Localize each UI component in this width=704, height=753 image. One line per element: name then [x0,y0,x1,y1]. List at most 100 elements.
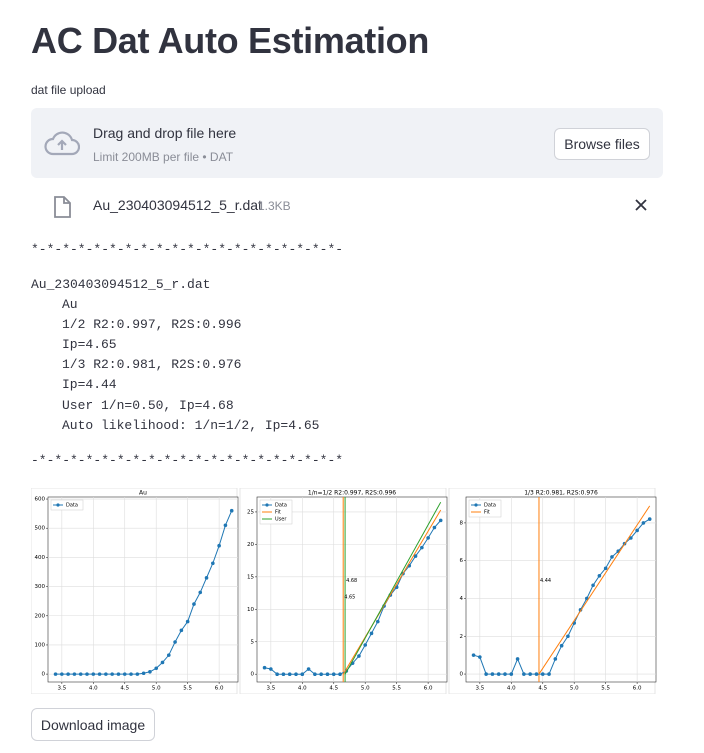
data-point [490,672,495,676]
data-point [375,619,380,624]
data-point [413,554,418,558]
data-point [534,672,539,676]
data-point [116,672,121,676]
data-point [369,631,374,636]
output-line: Ip=4.44 [62,377,117,393]
x-tick-label: 4.0 [89,686,98,692]
data-point [325,672,330,677]
x-tick-label: 4.5 [120,686,129,692]
data-point [110,672,114,676]
file-name: Au_230403094512_5_r.dat [93,197,262,213]
data-point [154,666,159,671]
x-tick-label: 4.0 [507,686,516,692]
data-point [509,672,514,676]
legend-marker [474,503,478,507]
result-image: Au3.5 4.0 4.5 5.0 5.5 6.00100200300400500600D… [31,488,657,694]
x-tick-label: 5.5 [392,686,401,692]
x-tick-label: 4.5 [329,686,338,692]
data-point [471,653,476,657]
y-tick-label: 400 [35,555,46,561]
remove-file-button[interactable] [634,198,648,212]
data-point [72,672,77,676]
file-icon [54,196,71,218]
legend-marker [265,503,269,507]
data-point [217,543,221,548]
data-point [204,576,209,580]
data-point [559,643,564,648]
y-tick-label: 500 [35,526,46,532]
browse-button[interactable]: Browse files [554,128,650,160]
cloud-icon [44,131,80,156]
upload-limit: Limit 200MB per file • DAT [93,150,234,164]
data-point [319,672,323,677]
data-point [438,518,443,523]
upload-dropzone[interactable]: Drag and drop file here Limit 200MB per … [31,108,663,178]
data-point [420,545,424,550]
data-point [85,672,89,676]
separator: *-*-*-*-*-*-*-*-*-*-*-*-*-*-*-*-*-*-*-*- [31,242,344,257]
data-point [185,619,190,624]
output-line: User 1/n=0.50, Ip=4.68 [62,397,234,413]
series-line [342,509,442,675]
data-point [91,672,96,676]
data-point [363,643,368,647]
data-point [223,523,228,528]
data-point [211,561,215,566]
threshold-label: 4.65 [344,594,355,600]
series-line [538,505,651,675]
x-tick-label: 5.0 [570,686,579,692]
data-point [166,653,171,657]
data-point [547,672,551,676]
x-tick-label: 6.0 [633,686,642,692]
data-point [515,657,520,661]
output-line: 1/2 R2:0.997, R2S:0.996 [62,317,242,333]
series-line [344,501,442,675]
data-point [104,672,108,676]
plot-frame [256,496,448,683]
x-tick-label: 3.5 [266,686,275,692]
data-point [192,602,196,606]
data-point [160,660,165,665]
y-tick-label: 0 [251,672,255,678]
x-tick-label: 5.5 [183,686,192,692]
x-tick-label: 3.5 [475,686,484,692]
legend-label: Fit [275,510,281,516]
data-point [629,536,633,540]
data-point [179,628,184,633]
output-filename: Au_230403094512_5_r.dat [31,277,211,292]
y-tick-label: 200 [35,613,46,619]
y-tick-label: 5 [251,639,255,645]
legend-label: Data [484,503,496,509]
y-tick-label: 600 [35,497,46,503]
legend-marker [56,503,60,507]
chart-title: 1/3 R2:0.981, R2S:0.976 [524,490,598,497]
data-point [484,672,488,676]
y-tick-label: 20 [247,542,254,548]
download-button[interactable]: Download image [31,708,155,741]
upload-prompt: Drag and drop file here [93,125,237,141]
y-tick-label: 4 [460,596,464,602]
data-point [229,508,234,513]
data-point [66,672,70,676]
chart-title: 1/n=1/2 R2:0.997, R2S:0.996 [308,490,396,497]
x-tick-label: 5.5 [601,686,610,692]
data-point [338,672,342,677]
data-point [597,573,602,578]
data-point [53,672,58,676]
y-tick-label: 0 [42,672,46,678]
data-point [313,672,317,677]
data-point [97,672,102,676]
data-point [528,672,532,676]
x-tick-label: 6.0 [424,686,433,692]
data-point [281,672,286,677]
data-point [432,525,437,530]
separator: -*-*-*-*-*-*-*-*-*-*-*-*-*-*-*-*-*-*-*-* [31,453,344,468]
x-tick-label: 4.5 [538,686,547,692]
y-tick-label: 10 [247,607,254,613]
data-point [141,671,146,676]
data-point [148,669,152,674]
legend-label: User [275,517,287,523]
y-tick-label: 25 [247,509,254,515]
y-tick-label: 300 [35,584,46,590]
data-point [522,672,526,676]
